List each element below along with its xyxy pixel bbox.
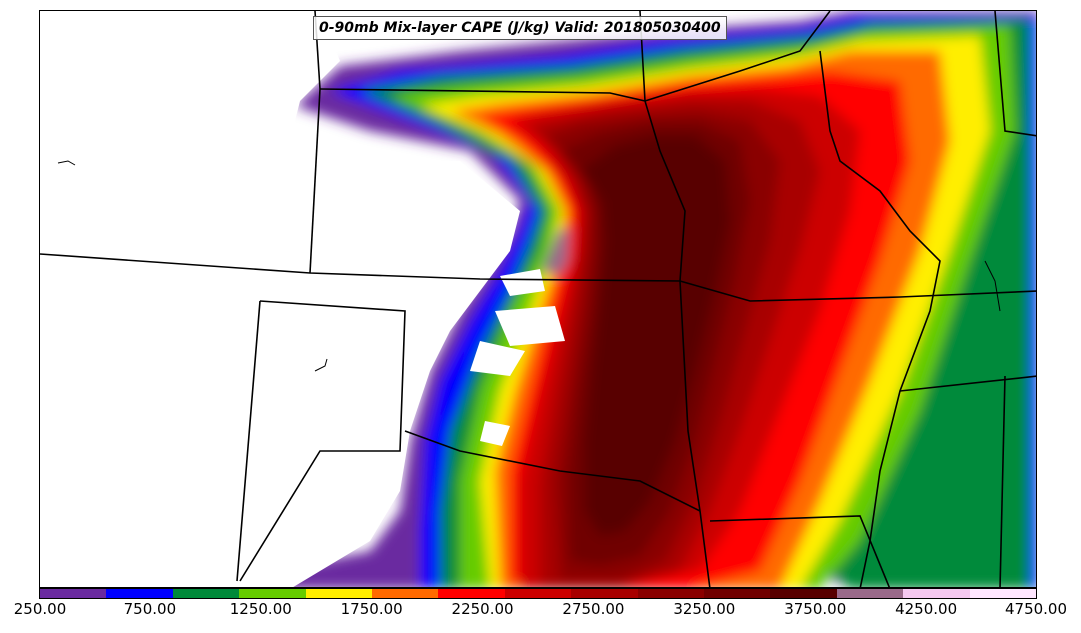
colorbar-tick-label: 1250.00 [229, 600, 292, 618]
colorbar [39, 588, 1037, 599]
colorbar-segment [571, 589, 638, 598]
colorbar-segment [704, 589, 771, 598]
colorbar-ticks: 250.00 750.00 1250.00 1750.00 2250.00 2750.00… [0, 600, 1081, 622]
cape-contour-map [40, 11, 1036, 587]
river-lines [57, 160, 1001, 372]
colorbar-tick-label: 250.00 [13, 600, 67, 618]
colorbar-tick-label: 3250.00 [673, 600, 736, 618]
colorbar-segment [969, 589, 1037, 598]
map-title: 0-90mb Mix-layer CAPE (J/kg) Valid: 2018… [313, 16, 727, 40]
colorbar-segment [836, 589, 904, 598]
colorbar-tick-label: 750.00 [123, 600, 177, 618]
colorbar-segment [438, 589, 505, 598]
cape-shading [155, 11, 1036, 587]
colorbar-tick-label: 4250.00 [895, 600, 958, 618]
colorbar-tick-label: 3750.00 [784, 600, 847, 618]
colorbar-segment [372, 589, 439, 598]
colorbar-segment [770, 589, 837, 598]
colorbar-tick-label: 4750.00 [1004, 600, 1068, 618]
colorbar-segment [172, 589, 240, 598]
map-panel [39, 10, 1037, 588]
colorbar-segment [504, 589, 572, 598]
colorbar-segment [106, 589, 173, 598]
colorbar-segment [637, 589, 705, 598]
colorbar-segment [305, 589, 373, 598]
state-borders [40, 11, 1036, 587]
colorbar-segment [40, 589, 107, 598]
colorbar-segment [239, 589, 306, 598]
colorbar-tick-label: 1750.00 [340, 600, 403, 618]
colorbar-tick-label: 2750.00 [562, 600, 625, 618]
colorbar-segment [903, 589, 970, 598]
colorbar-tick-label: 2250.00 [451, 600, 514, 618]
